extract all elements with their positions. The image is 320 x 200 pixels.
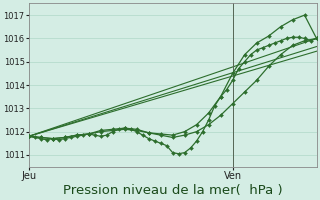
X-axis label: Pression niveau de la mer(  hPa ): Pression niveau de la mer( hPa ) [63,184,283,197]
